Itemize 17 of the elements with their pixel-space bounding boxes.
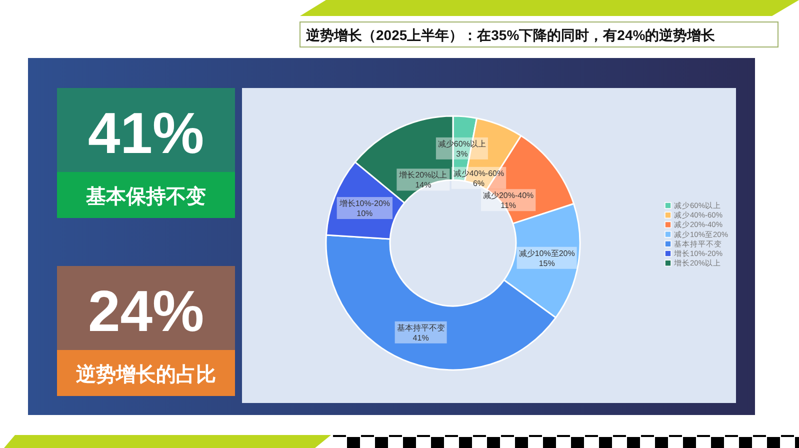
data-label: 10% <box>356 209 373 218</box>
data-label: 3% <box>456 149 468 158</box>
slice-label: 减少10%至20% <box>518 248 575 258</box>
slice-label: 增长10%-20% <box>338 199 390 208</box>
text: 逆势增长的占比 <box>75 363 216 386</box>
slice-label: 减少20%-40% <box>482 191 534 200</box>
data-label: 6% <box>472 178 485 188</box>
chart-title: 逆势增长（2025上半年）：在35%下降的同时，有24%的逆势增长 <box>305 27 716 43</box>
text: 基本保持不变 <box>85 185 206 208</box>
data-label: 15% <box>538 258 555 268</box>
text: 24% <box>88 279 204 344</box>
text: 41% <box>88 101 204 166</box>
slice-label: 增长20%以上 <box>398 170 448 180</box>
data-label: 11% <box>500 201 516 210</box>
slice-label: 基本持平不变 <box>396 323 445 332</box>
data-label: 41% <box>412 333 429 342</box>
slice-label: 减少40%-60% <box>453 168 504 178</box>
